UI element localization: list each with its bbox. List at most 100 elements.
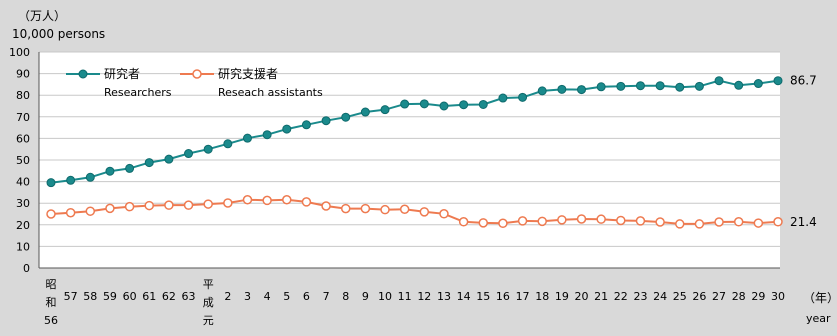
data-point-1 xyxy=(399,204,410,214)
data-point-1 xyxy=(439,209,449,219)
x-tick-label: 成 xyxy=(203,296,214,309)
data-point-0 xyxy=(85,172,95,182)
data-point-0 xyxy=(46,178,56,188)
x-tick-label: 21 xyxy=(594,290,608,303)
data-point-1 xyxy=(498,218,508,229)
data-point-0 xyxy=(262,130,272,140)
y-tick-label: 90 xyxy=(16,68,30,81)
legend-label-assistants: 研究支援者 xyxy=(218,66,278,81)
data-point-0 xyxy=(144,158,154,168)
data-point-0 xyxy=(223,139,233,149)
data-point-1 xyxy=(85,206,96,216)
x-tick-label: 24 xyxy=(653,290,667,303)
data-point-1 xyxy=(616,215,626,226)
data-point-1 xyxy=(223,198,233,208)
y-tick-label: 70 xyxy=(16,111,30,124)
data-point-1 xyxy=(262,195,272,206)
x-tick-label: 5 xyxy=(283,290,290,303)
x-tick-label: 60 xyxy=(123,290,137,303)
data-point-1 xyxy=(576,214,587,224)
data-point-0 xyxy=(537,86,547,96)
data-point-0 xyxy=(773,76,783,86)
data-point-0 xyxy=(675,82,685,92)
data-point-0 xyxy=(439,101,449,111)
end-value-label-0: 86.7 xyxy=(790,74,817,88)
data-point-1 xyxy=(596,214,606,224)
x-tick-label: 23 xyxy=(633,290,647,303)
x-tick-label: 15 xyxy=(476,290,490,303)
legend-label-assistants-en: Reseach assistants xyxy=(218,86,323,99)
y-tick-label: 100 xyxy=(9,46,30,59)
data-point-1 xyxy=(517,216,528,226)
data-point-1 xyxy=(144,200,154,211)
data-point-0 xyxy=(341,112,351,122)
series-group xyxy=(46,76,783,229)
x-tick-label: 29 xyxy=(751,290,765,303)
data-point-0 xyxy=(753,79,763,89)
x-tick-label: 17 xyxy=(516,290,530,303)
data-point-1 xyxy=(105,203,115,214)
x-tick-label: 和 xyxy=(46,296,57,309)
y-tick-label: 40 xyxy=(16,176,30,189)
x-tick-label: 昭 xyxy=(46,278,57,291)
legend-label-researchers-en: Researchers xyxy=(104,86,172,99)
data-point-0 xyxy=(400,99,410,109)
data-point-1 xyxy=(733,217,744,227)
y-tick-label: 60 xyxy=(16,132,30,145)
x-tick-label: 11 xyxy=(398,290,412,303)
gridlines xyxy=(39,51,780,247)
data-point-1 xyxy=(380,204,390,215)
data-point-1 xyxy=(478,218,489,228)
x-tick-label: 63 xyxy=(182,290,196,303)
x-tick-label: 12 xyxy=(417,290,431,303)
data-point-0 xyxy=(478,99,488,109)
data-point-0 xyxy=(518,92,528,102)
data-point-1 xyxy=(753,218,764,228)
data-point-0 xyxy=(714,76,724,86)
data-point-0 xyxy=(184,149,194,159)
x-tick-label: 3 xyxy=(244,290,251,303)
data-point-0 xyxy=(577,85,587,95)
data-point-0 xyxy=(635,81,645,91)
data-point-1 xyxy=(124,201,135,212)
data-point-1 xyxy=(46,209,56,219)
x-tick-label: 7 xyxy=(323,290,330,303)
y-tick-label: 80 xyxy=(16,89,30,102)
data-point-1 xyxy=(203,199,213,209)
data-point-1 xyxy=(773,217,783,227)
end-labels: 86.7 21.4 xyxy=(790,74,817,229)
data-point-0 xyxy=(655,81,665,91)
y-tick-label: 0 xyxy=(23,262,30,275)
x-tick-label: 57 xyxy=(64,290,78,303)
data-point-0 xyxy=(419,99,429,109)
data-point-0 xyxy=(498,93,508,103)
data-point-0 xyxy=(380,105,390,115)
x-unit-label: （年） xyxy=(803,291,837,305)
x-tick-label: 13 xyxy=(437,290,451,303)
data-point-1 xyxy=(242,194,253,205)
data-point-0 xyxy=(242,133,252,143)
x-tick-label: 25 xyxy=(673,290,687,303)
data-point-0 xyxy=(459,100,469,110)
y-tick-label: 20 xyxy=(16,219,30,232)
x-tick-label: 26 xyxy=(692,290,706,303)
end-value-label-1: 21.4 xyxy=(790,215,817,229)
data-point-1 xyxy=(655,217,665,227)
data-point-1 xyxy=(301,197,312,207)
data-point-0 xyxy=(616,81,626,91)
data-point-1 xyxy=(557,215,567,225)
x-tick-label: 62 xyxy=(162,290,176,303)
data-point-0 xyxy=(360,107,370,117)
data-point-1 xyxy=(321,201,331,211)
x-tick-label: 4 xyxy=(264,290,271,303)
data-point-1 xyxy=(694,219,705,229)
data-point-1 xyxy=(340,203,351,214)
x-tick-label: 19 xyxy=(555,290,569,303)
x-tick-label: 20 xyxy=(575,290,589,303)
data-point-1 xyxy=(635,216,646,226)
x-tick-label: 61 xyxy=(142,290,156,303)
y-unit-label: （万人） xyxy=(18,9,66,23)
data-point-1 xyxy=(675,219,685,229)
data-point-1 xyxy=(65,207,76,218)
